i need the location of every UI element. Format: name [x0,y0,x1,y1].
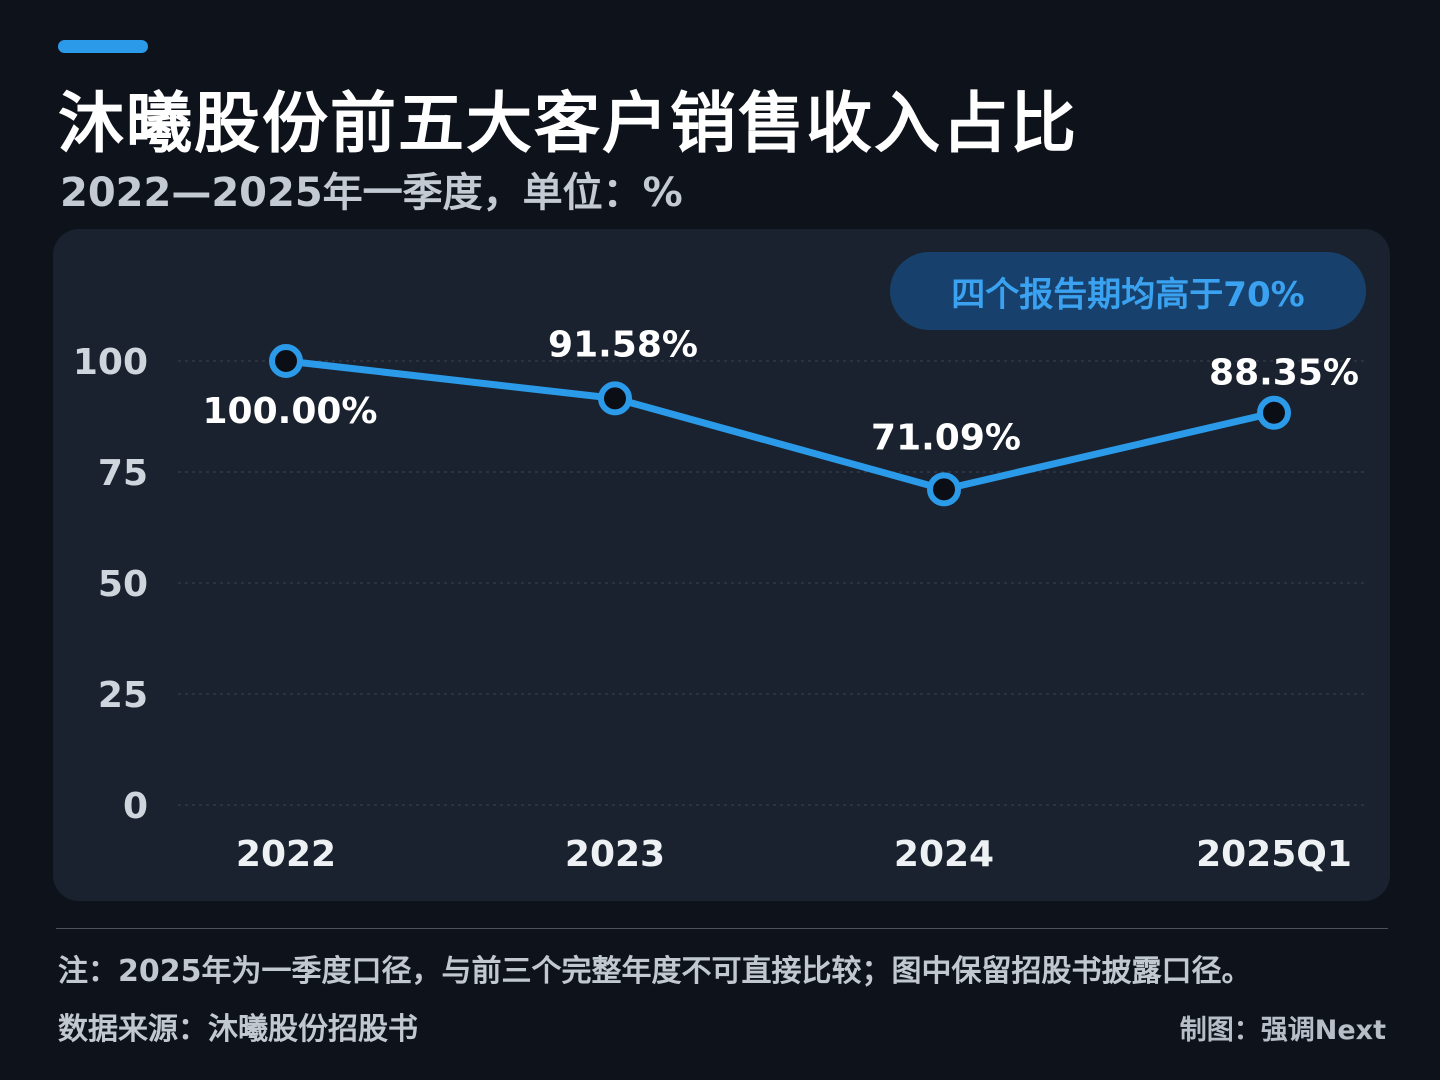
accent-bar [58,40,148,53]
x-tick-label: 2023 [565,834,665,875]
data-label: 71.09% [871,417,1021,458]
data-label: 100.00% [203,391,378,432]
footer-divider [56,928,1388,929]
y-tick-label: 0 [123,786,148,827]
y-tick-label: 25 [98,675,148,716]
data-source: 数据来源：沐曦股份招股书 [58,1012,418,1047]
y-tick-label: 75 [98,453,148,494]
callout-badge: 四个报告期均高于70% [890,252,1366,330]
chart-subtitle: 2022—2025年一季度，单位：% [60,170,683,216]
data-point [269,344,303,378]
data-point [1257,395,1291,430]
series-line [282,357,1278,493]
y-tick-label: 50 [98,564,148,605]
chart-panel [53,229,1390,901]
chart-credit: 制图：强调Next [1179,1015,1386,1046]
x-tick-label: 2022 [236,834,336,875]
data-point [598,381,632,416]
data-label: 88.35% [1209,353,1359,394]
y-tick-label: 100 [73,342,148,383]
chart-title: 沐曦股份前五大客户销售收入占比 [58,85,1078,162]
x-tick-label: 2025Q1 [1196,834,1352,875]
x-tick-label: 2024 [894,834,994,875]
footnote: 注：2025年为一季度口径，与前三个完整年度不可直接比较；图中保留招股书披露口径… [58,954,1252,989]
data-label: 91.58% [548,324,698,365]
data-point [927,472,961,507]
